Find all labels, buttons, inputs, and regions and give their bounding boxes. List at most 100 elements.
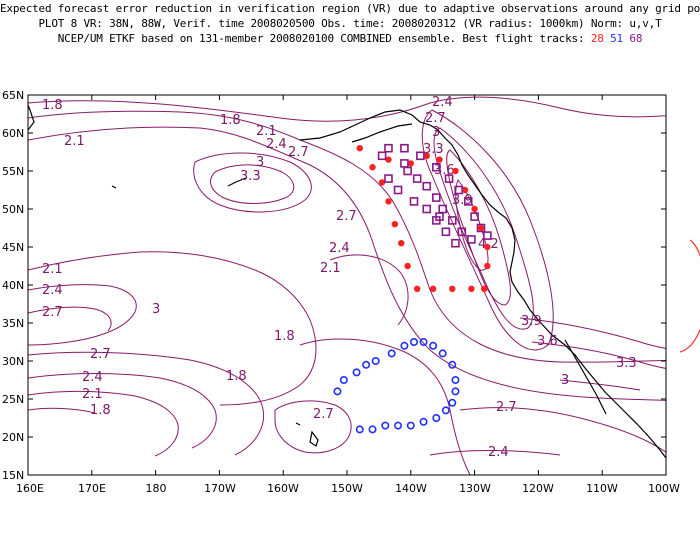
lat-tick-label: 50N bbox=[2, 203, 24, 216]
lon-tick-label: 160E bbox=[16, 482, 44, 495]
lon-tick-label: 170E bbox=[78, 482, 106, 495]
track-68-marker bbox=[412, 174, 422, 183]
axis-ticks bbox=[27, 94, 667, 476]
track-51-marker bbox=[371, 356, 380, 365]
track-68-marker bbox=[467, 235, 476, 244]
title-line-3: NCEP/UM ETKF based on 131-member 2008020… bbox=[0, 32, 700, 45]
track-51-marker bbox=[419, 337, 428, 346]
track-68-marker bbox=[416, 151, 425, 161]
track-28-marker bbox=[429, 285, 437, 292]
baja-california bbox=[564, 339, 607, 415]
track-28-marker bbox=[423, 152, 430, 159]
track-68-marker bbox=[400, 143, 409, 153]
lat-tick-label: 65N bbox=[2, 89, 24, 102]
lat-tick-label: 45N bbox=[2, 241, 24, 254]
contour-label: 1.8 bbox=[274, 329, 295, 344]
contour-label: 2.1 bbox=[320, 261, 341, 276]
track-51-marker bbox=[429, 341, 438, 350]
kauai bbox=[295, 422, 301, 426]
track-51-marker bbox=[448, 360, 457, 369]
track-68-marker bbox=[470, 212, 479, 221]
track-51-marker bbox=[432, 413, 441, 422]
track-68-marker bbox=[393, 185, 403, 195]
track-68-marker bbox=[422, 204, 432, 214]
track-51-marker bbox=[409, 337, 418, 346]
track-68-marker bbox=[463, 197, 473, 206]
track-68-marker bbox=[403, 166, 412, 176]
track-68-marker bbox=[444, 174, 454, 183]
track-28-marker bbox=[369, 164, 376, 171]
track-28-marker bbox=[452, 167, 459, 175]
track-28-marker bbox=[385, 156, 392, 163]
track-68-marker bbox=[409, 197, 419, 206]
lat-tick-label: 20N bbox=[2, 431, 24, 444]
track-28-marker bbox=[477, 224, 485, 232]
track-28-marker bbox=[468, 285, 475, 292]
track-label-red: 28 bbox=[590, 32, 604, 45]
lon-tick-label: 110W bbox=[586, 482, 618, 495]
contour-label: 1.8 bbox=[42, 98, 63, 113]
lon-tick-label: 170W bbox=[204, 482, 236, 495]
contour-label: 2.4 bbox=[42, 283, 63, 298]
contour-label: 2.7 bbox=[288, 145, 309, 160]
contour-label: 3 bbox=[432, 125, 440, 140]
track-label-blue: 51 bbox=[610, 32, 623, 45]
track-28-marker bbox=[407, 160, 414, 167]
title-line-2: PLOT 8 VR: 38N, 88W, Verif. time 2008020… bbox=[38, 17, 662, 30]
track-68-marker bbox=[400, 159, 409, 168]
contour-label: 2.4 bbox=[82, 370, 103, 385]
track-68-marker bbox=[384, 174, 393, 183]
contour-label: 2.4 bbox=[488, 445, 509, 460]
track-28-marker bbox=[404, 262, 411, 270]
track-28-marker bbox=[413, 285, 421, 292]
verification-region-circle bbox=[679, 239, 700, 353]
contour-label: 2.1 bbox=[82, 387, 103, 402]
track-51-marker bbox=[438, 349, 447, 358]
contour-label: 3.6 bbox=[537, 334, 558, 349]
contour-lines bbox=[28, 96, 666, 475]
lon-tick-label: 120W bbox=[522, 482, 554, 495]
track-68-marker bbox=[483, 231, 492, 240]
contour-label: 3 bbox=[256, 155, 264, 170]
track-28-marker bbox=[378, 179, 386, 186]
coastlines bbox=[28, 104, 666, 459]
track-68-marker bbox=[435, 212, 444, 221]
midway bbox=[111, 185, 117, 189]
contour-label: 3.3 bbox=[240, 169, 261, 184]
contour-label: 2.7 bbox=[42, 305, 63, 320]
track-51-marker bbox=[387, 349, 396, 358]
track-51-marker bbox=[381, 421, 390, 430]
contour-label: 2.7 bbox=[313, 407, 334, 422]
track-68-marker bbox=[451, 238, 460, 248]
track-68-marker bbox=[377, 151, 387, 161]
lon-tick-label: 130W bbox=[459, 482, 491, 495]
contour-label: 2.1 bbox=[64, 134, 85, 149]
track-68-marker bbox=[432, 193, 441, 202]
track-51-marker bbox=[355, 425, 364, 434]
longitude-axis: 160E 170E 180 170W 160W 150W 140W 130W 1… bbox=[16, 482, 680, 495]
track-68-marker bbox=[422, 181, 432, 191]
title-line-1: Expected forecast error reduction in ver… bbox=[0, 2, 700, 15]
contour-label: 3 bbox=[152, 302, 160, 317]
north-america-coast bbox=[299, 109, 666, 459]
alaska-peninsula bbox=[351, 123, 413, 143]
track-28-marker bbox=[385, 198, 392, 205]
track-68-marker bbox=[454, 185, 463, 195]
track-28-marker bbox=[398, 240, 405, 247]
lat-tick-label: 40N bbox=[2, 279, 24, 292]
contour-label: 3.9 bbox=[521, 314, 542, 329]
track-label-purple: 68 bbox=[629, 32, 643, 45]
flight-tracks bbox=[333, 143, 492, 434]
contour-label: 1.8 bbox=[220, 113, 241, 128]
contour-label: 3 bbox=[561, 373, 569, 388]
asia-coast bbox=[28, 104, 35, 131]
lat-tick-label: 30N bbox=[2, 355, 24, 368]
track-68-marker bbox=[476, 223, 486, 233]
track-51-marker bbox=[394, 421, 403, 430]
contour-label: 2.7 bbox=[496, 400, 517, 415]
contour-label: 2.1 bbox=[42, 262, 63, 277]
track-51-marker bbox=[451, 387, 460, 396]
track-51-marker bbox=[441, 406, 450, 415]
lat-tick-label: 60N bbox=[2, 127, 24, 140]
